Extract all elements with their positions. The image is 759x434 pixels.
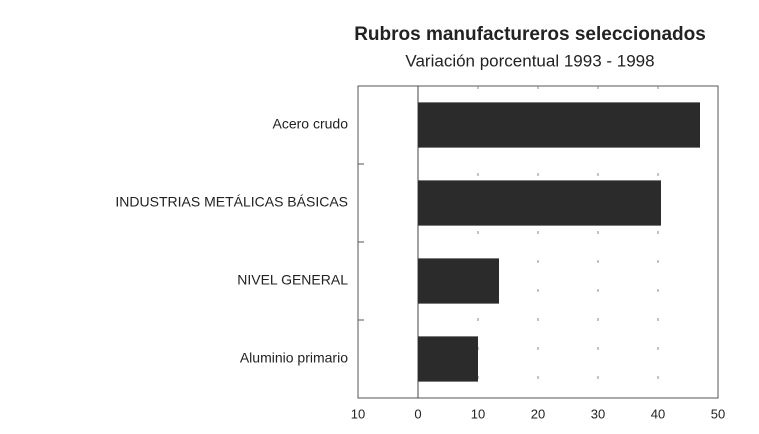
bar [418,102,700,148]
bar [418,180,661,226]
chart-subtitle: Variación porcentual 1993 - 1998 [405,51,654,70]
y-tick-label: INDUSTRIAS METÁLICAS BÁSICAS [115,194,348,210]
x-tick-label: 20 [531,406,545,421]
chart-title: Rubros manufactureros seleccionados [354,24,706,45]
x-tick-label: 30 [591,406,605,421]
bar [418,336,478,382]
x-tick-label: 40 [651,406,665,421]
bar [418,258,499,304]
y-tick-label: Aluminio primario [240,350,348,366]
x-tick-label: 50 [711,406,725,421]
y-tick-label: Acero crudo [273,116,349,132]
y-tick-label: NIVEL GENERAL [237,272,348,288]
x-tick-label: 10 [351,406,365,421]
x-tick-label: 10 [471,406,485,421]
x-tick-label: 0 [414,406,421,421]
